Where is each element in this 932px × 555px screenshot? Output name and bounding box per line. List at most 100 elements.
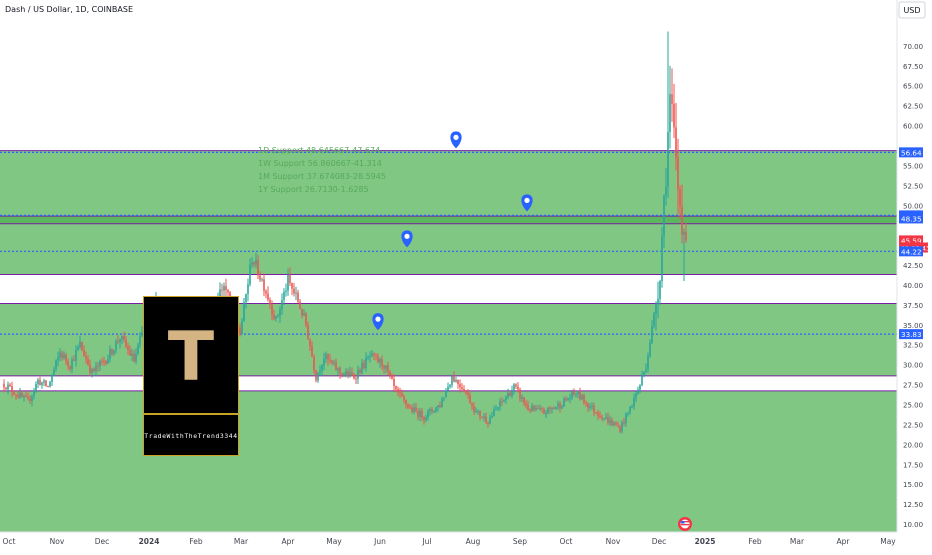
candle-body bbox=[543, 409, 545, 414]
candle-body bbox=[9, 384, 11, 387]
support-label-1w: 1W Support 56.860667-41.314 bbox=[258, 159, 382, 168]
time-tick-19: May bbox=[880, 537, 896, 546]
price-tag-label-3: 45.59 bbox=[901, 236, 922, 245]
candle-body bbox=[559, 403, 561, 409]
candle-body bbox=[467, 392, 469, 395]
candle-body bbox=[437, 405, 439, 408]
candle-body bbox=[663, 195, 665, 236]
candle-body bbox=[83, 350, 85, 357]
candle-body bbox=[423, 417, 425, 421]
candle-body bbox=[621, 422, 623, 432]
candle-body bbox=[377, 356, 379, 363]
candle-body bbox=[225, 286, 227, 291]
candle-body bbox=[293, 288, 295, 294]
candle-body bbox=[343, 374, 345, 376]
candle-body bbox=[51, 374, 53, 382]
candle-body bbox=[459, 384, 461, 388]
candle-body bbox=[575, 394, 577, 396]
candle-body bbox=[629, 407, 631, 413]
support-zones bbox=[0, 150, 897, 532]
candle-body bbox=[445, 390, 447, 398]
candle-body bbox=[389, 371, 391, 376]
candle-body bbox=[283, 291, 285, 300]
candle-body bbox=[449, 385, 451, 387]
flag-icon-stripe-2 bbox=[681, 524, 689, 526]
currency-button[interactable] bbox=[898, 1, 926, 19]
logo-caption: TradeWithTheTrend3344 bbox=[144, 432, 237, 440]
candle-body bbox=[455, 379, 457, 382]
candle-body bbox=[511, 390, 513, 397]
candle-body bbox=[313, 356, 315, 371]
candle-body bbox=[477, 410, 479, 412]
candle-body bbox=[379, 359, 381, 363]
candle-body bbox=[653, 313, 655, 327]
price-tick-2: 15.00 bbox=[903, 481, 923, 489]
candle-body bbox=[589, 406, 591, 408]
candle-body bbox=[65, 354, 67, 362]
candle-body bbox=[107, 359, 109, 364]
candle-body bbox=[609, 419, 611, 424]
candle-body bbox=[341, 373, 343, 376]
candle-body bbox=[667, 131, 669, 187]
candle-body bbox=[31, 395, 33, 402]
time-tick-13: Nov bbox=[606, 537, 621, 546]
candle-body bbox=[647, 355, 649, 369]
candle-body bbox=[425, 417, 427, 421]
candle-body bbox=[551, 408, 553, 410]
price-tag-5 bbox=[899, 246, 923, 257]
logo-border bbox=[143, 296, 239, 456]
candle-body bbox=[639, 385, 641, 390]
candle-body bbox=[269, 299, 271, 305]
candle-body bbox=[45, 380, 47, 387]
candle-body bbox=[493, 409, 495, 417]
candle-body bbox=[481, 416, 483, 418]
candle-body bbox=[111, 348, 113, 355]
price-tick-20: 60.00 bbox=[903, 123, 923, 131]
candle-body bbox=[59, 352, 61, 358]
candle-body bbox=[677, 157, 679, 190]
candle-body bbox=[489, 417, 491, 424]
candle-body bbox=[387, 365, 389, 372]
candle-body bbox=[457, 379, 459, 385]
candle-body bbox=[349, 372, 351, 377]
candle-body bbox=[219, 289, 221, 300]
time-tick-15: 2025 bbox=[695, 537, 716, 546]
price-tick-4: 20.00 bbox=[903, 441, 923, 449]
candle-body bbox=[119, 339, 121, 342]
candle-body bbox=[501, 401, 503, 403]
candle-body bbox=[391, 375, 393, 379]
candle-body bbox=[479, 410, 481, 417]
candle-body bbox=[279, 309, 281, 316]
candle-body bbox=[561, 406, 563, 409]
candle-body bbox=[301, 308, 303, 316]
candle-body bbox=[385, 365, 387, 369]
flag-icon[interactable] bbox=[678, 517, 692, 531]
candle-body bbox=[433, 411, 435, 413]
candle-body bbox=[675, 127, 677, 158]
candle-body bbox=[75, 349, 77, 361]
candle-body bbox=[141, 331, 143, 337]
time-tick-14: Dec bbox=[652, 537, 667, 546]
candle-body bbox=[41, 382, 43, 386]
candle-body bbox=[361, 362, 363, 373]
candle-body bbox=[353, 374, 355, 379]
candle-body bbox=[651, 326, 653, 343]
candle-body bbox=[131, 353, 133, 356]
candle-body bbox=[257, 259, 259, 276]
price-tick-21: 62.50 bbox=[903, 103, 923, 111]
candle-body bbox=[661, 235, 663, 282]
flag-icon-canton bbox=[681, 521, 685, 524]
time-tick-17: Mar bbox=[790, 537, 805, 546]
candle-body bbox=[421, 410, 423, 418]
price-tick-0: 10.00 bbox=[903, 521, 923, 529]
price-tag-label-6: 33.83 bbox=[901, 330, 922, 339]
time-tick-18: Apr bbox=[837, 537, 851, 546]
candle-body bbox=[517, 386, 519, 390]
candle-body bbox=[47, 386, 49, 388]
candle-body bbox=[519, 389, 521, 399]
candle-body bbox=[77, 346, 79, 350]
candle-body bbox=[117, 341, 119, 343]
candle-body bbox=[613, 422, 615, 426]
candle-body bbox=[435, 407, 437, 412]
candle-body bbox=[637, 389, 639, 394]
